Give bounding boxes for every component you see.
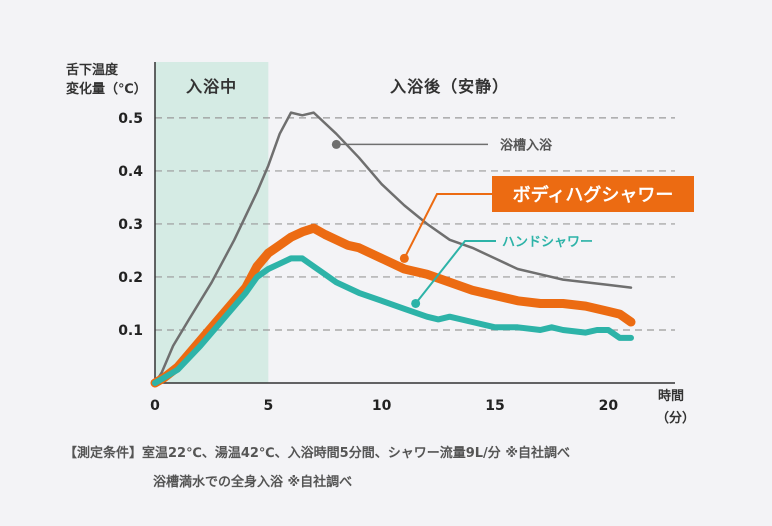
x-tick-label: 15 [485, 398, 504, 414]
series-line-0 [153, 111, 633, 385]
phase-label-1: 入浴後（安静） [390, 77, 509, 96]
series-label-leader [403, 193, 492, 259]
phase-label-0: 入浴中 [186, 77, 237, 96]
y-tick-label: 0.5 [118, 111, 143, 127]
x-tick-label: 20 [599, 398, 619, 414]
series-line-1 [150, 223, 636, 388]
footnote-line1: 【測定条件】室温22℃、湯温42℃、入浴時間5分間、シャワー流量9L/分 ※自社… [64, 445, 570, 461]
x-tick-label: 10 [372, 398, 392, 414]
y-tick-label: 0.2 [118, 270, 143, 286]
series-label-box [492, 176, 694, 212]
y-tick-label: 0.4 [118, 164, 143, 180]
y-tick-label: 0.1 [118, 323, 143, 339]
footnote-line2: 浴槽満水での全身入浴 ※自社調べ [153, 474, 352, 490]
series-label-bathtub: 浴槽入浴 [500, 137, 553, 153]
series-label-hand-shower: ハンドシャワー [502, 235, 593, 250]
y-tick-label: 0.3 [118, 217, 143, 233]
y-axis-title-line2: 変化量（℃） [66, 81, 147, 97]
x-axis-title-line1: 時間 [658, 388, 684, 404]
series-line-2 [152, 255, 634, 386]
x-axis-title-line2: （分） [656, 410, 695, 426]
x-tick-label: 0 [150, 398, 160, 414]
series-label-bodyhug-shower: ボディハグシャワー [513, 184, 674, 206]
series-lines [150, 111, 636, 388]
y-axis-title-line1: 舌下温度 [66, 62, 119, 78]
axes: 0 5 10 15 20 [150, 62, 675, 414]
x-tick-label: 5 [263, 398, 273, 414]
series-label-leader [414, 240, 496, 305]
